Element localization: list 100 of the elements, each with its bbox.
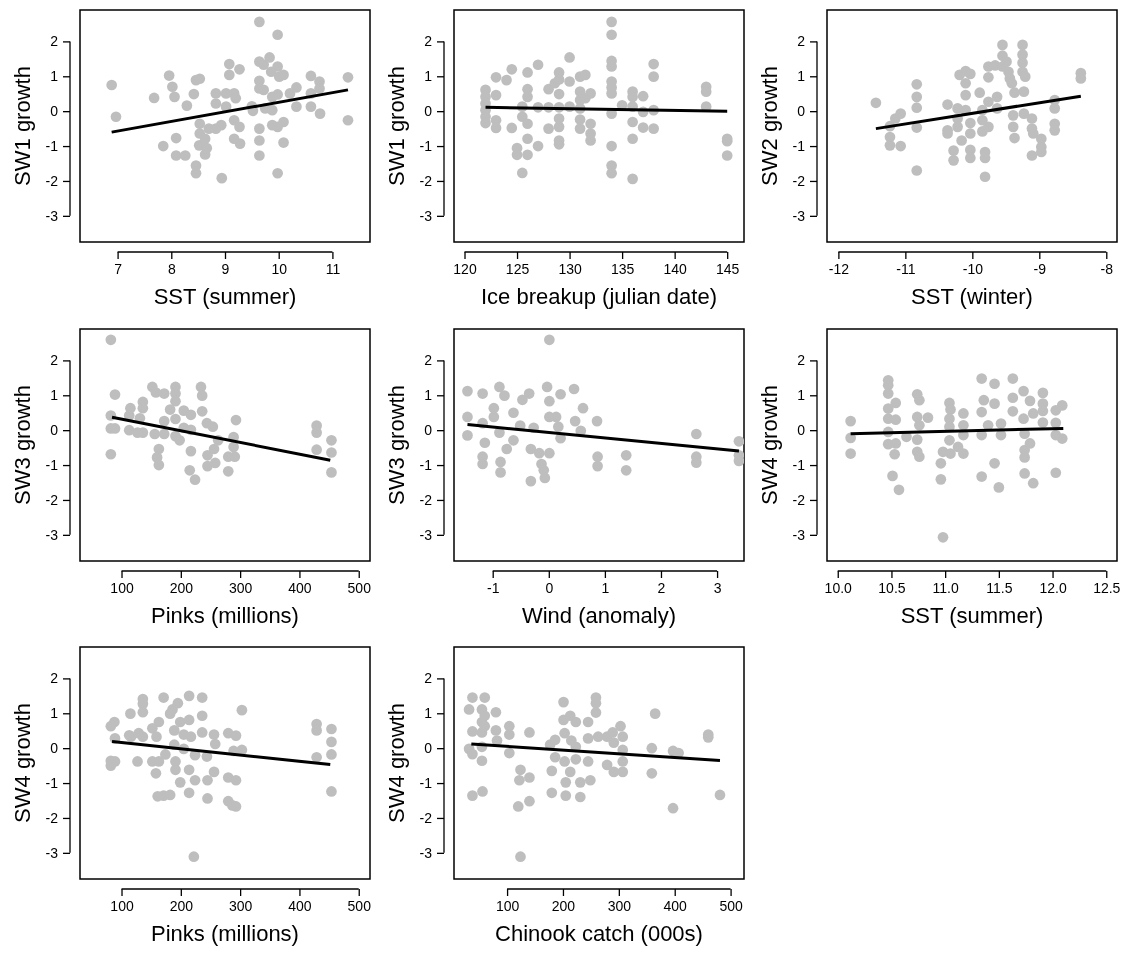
point	[592, 451, 603, 463]
y-tick-label: -2	[45, 809, 59, 826]
y-tick-label: -1	[45, 457, 59, 474]
point	[158, 428, 170, 440]
point	[592, 460, 603, 472]
x-tick-label: 11.5	[986, 579, 1013, 596]
y-tick-label: -1	[45, 138, 59, 155]
point	[544, 334, 555, 346]
point	[733, 436, 744, 447]
point	[170, 413, 181, 425]
point	[202, 449, 213, 461]
x-tick-label: -12	[828, 260, 850, 277]
point	[174, 434, 185, 446]
y-tick-label: 1	[424, 68, 433, 85]
point	[462, 430, 473, 441]
point	[158, 388, 170, 399]
point	[326, 467, 337, 478]
point	[311, 444, 322, 456]
x-tick-label: 200	[551, 897, 576, 914]
x-tick-label: 125	[505, 260, 530, 277]
y-tick-label: -2	[45, 491, 59, 508]
x-tick-label: 135	[610, 260, 635, 277]
y-tick-label: 2	[424, 670, 433, 687]
x-tick-label: 400	[288, 579, 312, 596]
y-tick-label: -1	[45, 775, 59, 792]
point	[620, 449, 632, 461]
point	[494, 381, 505, 393]
point	[495, 456, 506, 468]
y-tick-label: 2	[424, 352, 433, 369]
point	[533, 447, 545, 459]
point	[207, 421, 219, 433]
point	[508, 407, 519, 419]
x-axis-title: Chinook catch (000s)	[495, 921, 703, 946]
y-tick-label: -1	[419, 775, 433, 792]
point	[517, 394, 528, 406]
x-tick-label: 200	[169, 579, 194, 596]
point	[568, 383, 580, 395]
y-tick-label: 2	[50, 670, 59, 687]
point	[158, 415, 170, 427]
y-tick-label: 2	[50, 352, 59, 369]
x-axis-title: Pinks (millions)	[151, 921, 299, 946]
x-tick-label: 120	[453, 260, 477, 277]
point	[488, 402, 500, 414]
point	[109, 389, 121, 400]
x-axis-title: Pinks (millions)	[151, 603, 299, 628]
point	[196, 405, 208, 417]
y-tick-label: 1	[50, 387, 59, 404]
y-axis-title: SW1 growth	[384, 66, 409, 186]
x-tick-label: 2	[657, 579, 666, 596]
y-tick-label: -2	[419, 491, 433, 508]
x-tick-label: 300	[228, 579, 253, 596]
y-tick-label: -1	[792, 138, 806, 155]
x-tick-label: 100	[110, 897, 134, 914]
x-axis-title: Ice breakup (julian date)	[480, 284, 718, 309]
y-tick-label: 0	[424, 740, 433, 757]
x-tick-label: 100	[110, 579, 134, 596]
y-tick-label: 1	[50, 705, 59, 722]
point	[185, 445, 197, 457]
point	[164, 404, 176, 415]
x-tick-label: 140	[663, 260, 688, 277]
y-tick-label: -2	[792, 172, 806, 189]
point	[477, 388, 488, 399]
point	[105, 448, 117, 460]
point	[555, 388, 566, 400]
y-tick-label: 1	[797, 387, 806, 404]
y-axis-title: SW2 growth	[757, 66, 782, 186]
y-axis-title: SW4 growth	[384, 703, 409, 823]
y-axis-title: SW4 growth	[757, 385, 782, 505]
y-tick-label: 0	[797, 103, 806, 120]
y-tick-label: 2	[50, 33, 59, 50]
x-axis-title: SST (summer)	[900, 603, 1044, 628]
x-axis-title: SST (winter)	[911, 284, 1033, 309]
y-axis-title: SW1 growth	[10, 66, 35, 186]
y-tick-label: 1	[50, 68, 59, 85]
point	[209, 457, 221, 469]
point	[508, 434, 519, 446]
y-tick-label: 1	[797, 68, 806, 85]
x-tick-label: -10	[962, 260, 984, 277]
y-axis-title: SW3 growth	[384, 385, 409, 505]
y-tick-label: 1	[424, 387, 433, 404]
point	[228, 441, 239, 453]
y-axis-title: SW3 growth	[10, 385, 35, 505]
x-tick-label: 10	[271, 260, 288, 277]
y-tick-label: -1	[419, 138, 433, 155]
x-tick-label: -8	[1100, 260, 1114, 277]
y-tick-label: 2	[424, 33, 433, 50]
point	[153, 459, 165, 471]
y-tick-label: 2	[797, 33, 806, 50]
point	[523, 388, 535, 399]
x-tick-label: 7	[114, 260, 123, 277]
point	[326, 447, 337, 458]
x-tick-label: 9	[221, 260, 230, 277]
y-tick-label: -2	[792, 491, 806, 508]
x-tick-label: 1	[601, 579, 610, 596]
x-axis-title: Wind (anomaly)	[521, 603, 677, 628]
x-tick-label: 11	[325, 260, 341, 277]
x-tick-label: 500	[347, 579, 372, 596]
point	[569, 415, 581, 427]
x-tick-label: 300	[228, 897, 253, 914]
y-tick-label: 0	[50, 103, 59, 120]
